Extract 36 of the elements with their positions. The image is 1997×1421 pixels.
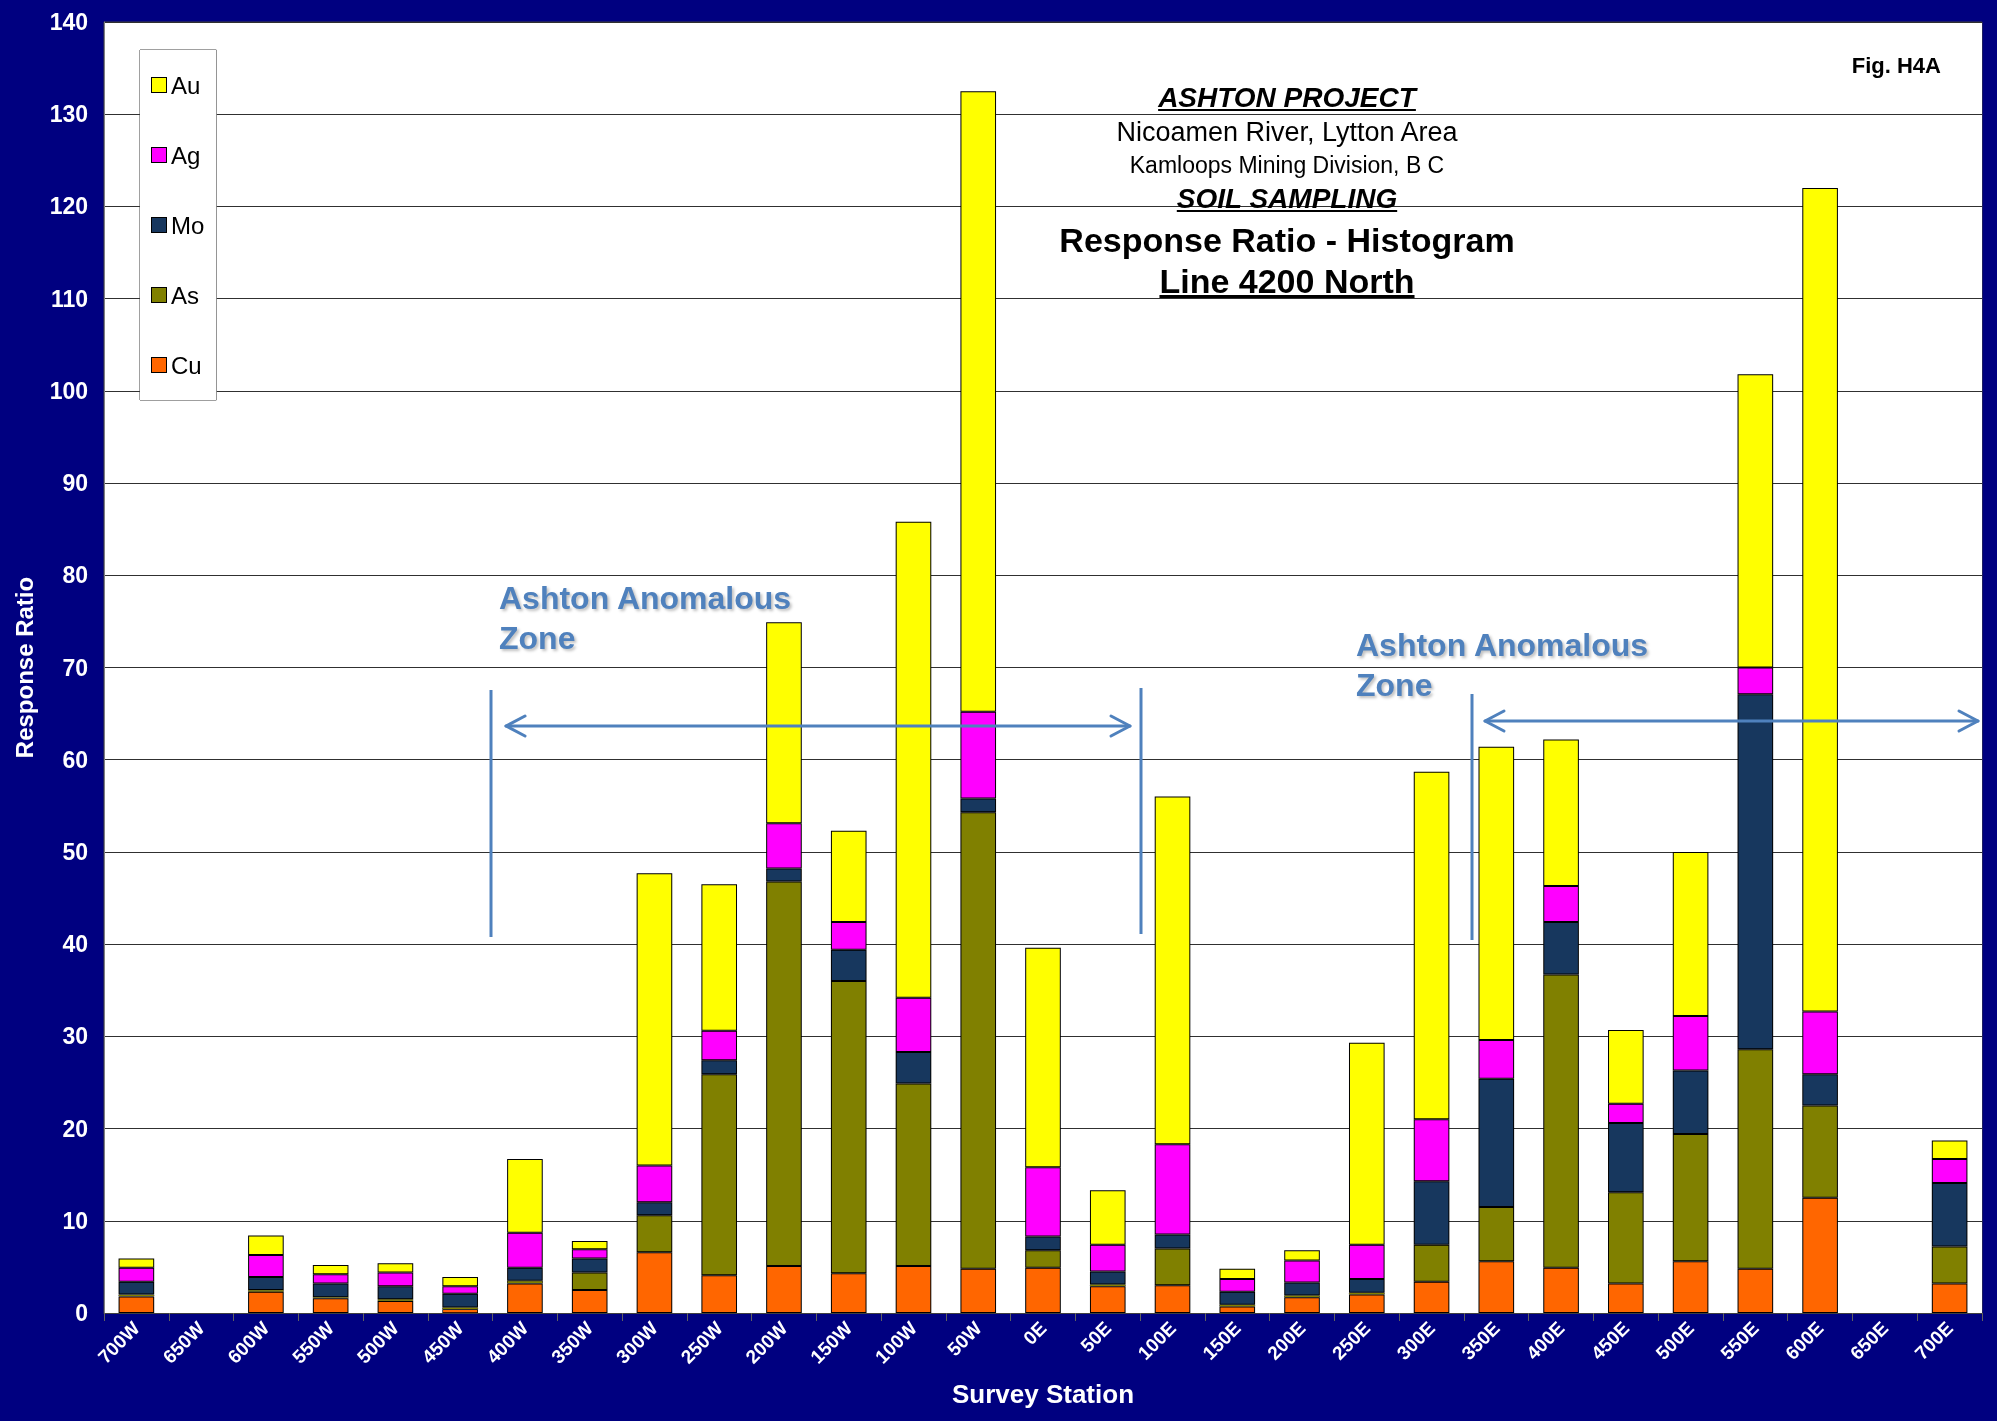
legend-label: As bbox=[171, 281, 200, 309]
bar bbox=[507, 1283, 543, 1313]
y-tick-label: 50 bbox=[62, 838, 88, 865]
annotation: Ashton Anomalous Zone bbox=[1356, 627, 1649, 703]
y-tick-label: 130 bbox=[49, 101, 88, 128]
legend-label: Au bbox=[171, 71, 201, 99]
annotation: Fig. H4A bbox=[1851, 53, 1941, 78]
y-tick-label: 140 bbox=[49, 9, 88, 35]
y-tick-label: 120 bbox=[49, 193, 88, 220]
y-tick-label: 100 bbox=[49, 377, 88, 404]
y-axis-title: Response Ratio bbox=[10, 576, 38, 759]
legend-label: Ag bbox=[171, 141, 201, 169]
x-tick-label: 50E bbox=[1076, 1317, 1116, 1357]
y-tick-label: 20 bbox=[62, 1115, 88, 1142]
bar bbox=[377, 1301, 414, 1313]
y-tick-label: 10 bbox=[62, 1207, 88, 1234]
bar bbox=[1089, 1286, 1126, 1313]
annotation: Ashton Anomalous Zone bbox=[499, 580, 792, 656]
y-tick-label: 90 bbox=[62, 470, 88, 497]
bar bbox=[1348, 1294, 1385, 1313]
y-tick-label: 110 bbox=[50, 285, 88, 312]
legend-label: Mo bbox=[171, 211, 205, 239]
x-axis-title: Survey Station bbox=[951, 1379, 1135, 1409]
legend-label: Cu bbox=[171, 351, 202, 379]
y-tick-label: 0 bbox=[75, 1300, 88, 1326]
y-tick-label: 80 bbox=[62, 562, 88, 589]
y-tick-label: 40 bbox=[62, 931, 88, 958]
x-tick-label: 0E bbox=[1019, 1317, 1051, 1349]
bar bbox=[1284, 1297, 1320, 1313]
bar bbox=[312, 1298, 349, 1313]
bar bbox=[118, 1296, 155, 1313]
bar bbox=[1219, 1306, 1256, 1313]
y-tick-label: 30 bbox=[62, 1023, 88, 1050]
bar bbox=[248, 1291, 284, 1313]
y-tick-label: 70 bbox=[62, 654, 88, 681]
y-tick-label: 60 bbox=[62, 746, 88, 773]
